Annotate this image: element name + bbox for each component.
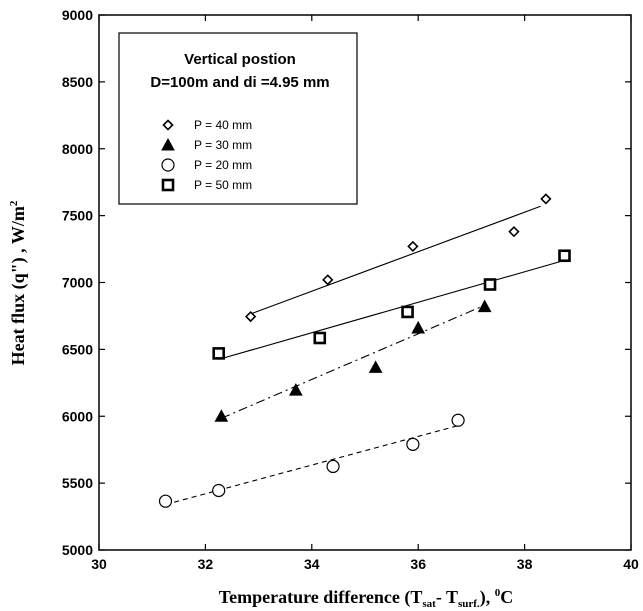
x-axis-label: Temperature difference (Tsat- Tsurf.), 0… — [219, 587, 513, 610]
data-point-diamond — [244, 310, 257, 323]
data-point-triangle — [477, 299, 492, 313]
ticks: 30 32 34 36 38 40 5000 5500 6000 6500 7000 7500 8000… — [62, 7, 639, 572]
legend-title-line-2: D=100m and di =4.95 mm — [150, 74, 329, 91]
y-tick-label: 7500 — [62, 208, 93, 224]
legend-marker-circle — [161, 158, 175, 172]
y-axis-label: Heat flux (q") , W/m2 — [8, 200, 29, 365]
data-point-square — [483, 278, 497, 291]
y-tick-label: 6500 — [62, 341, 93, 357]
data-point-circle — [212, 483, 226, 498]
data-point-diamond — [407, 240, 419, 253]
data-point-triangle — [288, 383, 303, 396]
data-point-diamond — [508, 226, 520, 238]
x-tick-label: 40 — [623, 556, 639, 572]
y-tick-label: 5000 — [62, 542, 93, 558]
y-tick-label: 6000 — [62, 408, 93, 424]
y-tick-label: 8000 — [62, 141, 93, 157]
x-tick-label: 38 — [517, 556, 533, 572]
data-point-circle — [158, 494, 173, 508]
data-point-triangle — [411, 320, 426, 334]
y-tick-label: 9000 — [62, 7, 93, 23]
legend-marker-triangle — [161, 137, 175, 151]
data-point-triangle — [214, 409, 229, 422]
data-point-square — [401, 305, 414, 319]
data-point-circle — [451, 413, 465, 427]
fit-line-diamond — [250, 205, 541, 315]
legend-label: P = 40 mm — [194, 118, 252, 132]
data-point-circle — [406, 437, 420, 451]
legend: Vertical postion D=100m and di =4.95 mm … — [118, 32, 358, 205]
data-point-square — [313, 331, 327, 345]
legend-items: P = 40 mm P = 30 mm P = 20 mm P = 50 mm — [161, 118, 252, 192]
legend-marker-diamond — [162, 119, 174, 131]
fit-line-triangle — [221, 304, 485, 419]
x-tick-label: 36 — [410, 556, 426, 572]
data-point-triangle — [368, 360, 383, 373]
x-tick-label: 30 — [91, 556, 107, 572]
data-point-diamond — [540, 193, 552, 205]
y-tick-label: 7000 — [62, 275, 93, 291]
legend-marker-square — [161, 178, 175, 192]
x-tick-label: 32 — [198, 556, 214, 572]
y-tick-label: 5500 — [62, 475, 93, 491]
data-point-circle — [326, 459, 340, 474]
data-point-square — [212, 347, 225, 360]
legend-label: P = 30 mm — [194, 138, 252, 152]
fit-lines — [165, 205, 562, 506]
fit-line-circle — [165, 425, 459, 506]
data-point-diamond — [322, 274, 334, 286]
legend-title-line-1: Vertical postion — [184, 51, 296, 68]
data-points — [158, 193, 571, 508]
fit-line-square — [218, 260, 562, 360]
legend-box — [118, 32, 358, 205]
y-tick-label: 8500 — [62, 74, 93, 90]
data-point-square — [558, 249, 571, 263]
legend-label: P = 50 mm — [194, 178, 252, 192]
legend-label: P = 20 mm — [194, 158, 252, 172]
x-tick-label: 34 — [304, 556, 320, 572]
